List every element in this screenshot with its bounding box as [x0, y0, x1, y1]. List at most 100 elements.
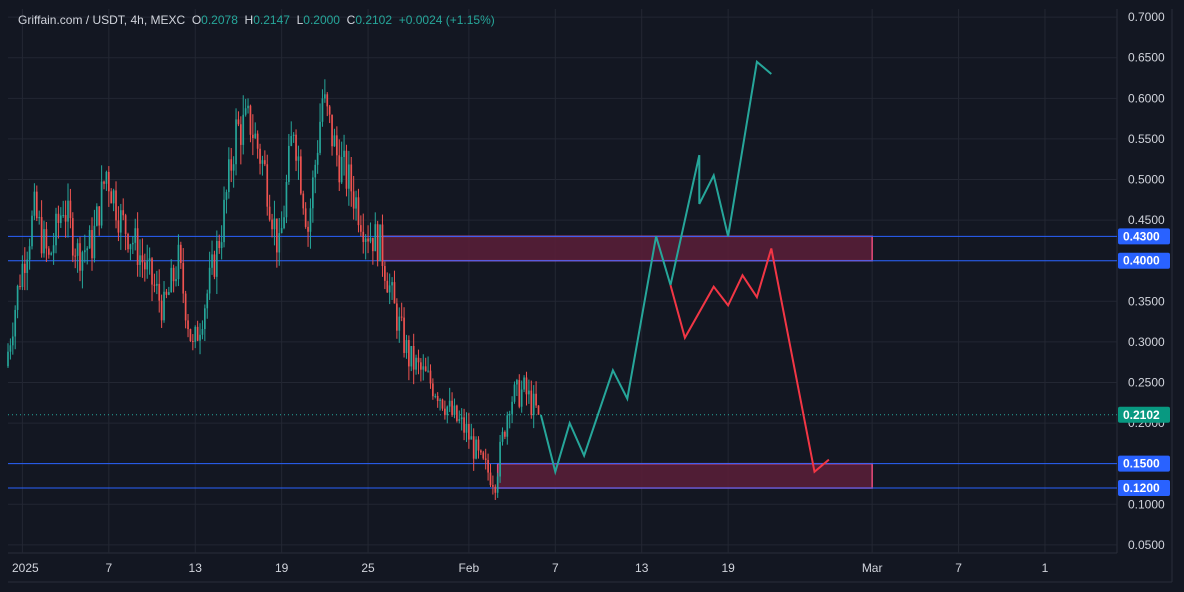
y-tick-label: 0.5500	[1128, 132, 1165, 146]
candle-body	[518, 380, 521, 407]
candle-body	[422, 366, 425, 370]
candle-body	[259, 148, 261, 164]
candle-body	[67, 200, 69, 222]
candle-body	[232, 164, 235, 171]
level-price-tag-bg	[1118, 228, 1170, 245]
candle-body	[249, 105, 252, 135]
candle-body	[79, 243, 81, 271]
candle-body	[95, 206, 98, 226]
candle-body	[160, 300, 163, 321]
candle-body	[57, 213, 60, 223]
candle-body	[499, 441, 501, 477]
candle-body	[525, 377, 528, 395]
candle-body	[129, 244, 132, 250]
candle-body	[240, 124, 242, 145]
y-tick-label: 0.6500	[1128, 51, 1165, 65]
candle-body	[98, 206, 101, 226]
low-value: 0.2000	[303, 13, 340, 27]
candle-body	[494, 486, 497, 493]
candle-body	[74, 255, 77, 257]
candle-body	[290, 135, 293, 146]
x-tick-label: Mar	[862, 561, 883, 575]
candle-body	[208, 267, 211, 294]
candle-body	[360, 225, 362, 232]
candle-body	[453, 405, 456, 415]
candle-body	[105, 171, 108, 184]
candle-body	[141, 255, 144, 263]
candle-body	[280, 228, 283, 234]
x-tick-label: 25	[361, 561, 375, 575]
candle-body	[324, 94, 326, 99]
candle-body	[59, 215, 62, 223]
symbol-label[interactable]: Griffain.com / USDT, 4h, MEXC	[18, 13, 186, 27]
candle-body	[374, 224, 377, 252]
candle-body	[412, 346, 415, 370]
candle-body	[127, 233, 129, 250]
candle-body	[501, 431, 504, 442]
candle-body	[528, 390, 530, 395]
candle-body	[381, 224, 384, 267]
candle-body	[362, 231, 365, 242]
last-price-tag: 0.2102	[1123, 408, 1160, 422]
candle-body	[91, 230, 93, 259]
candle-body	[76, 243, 79, 256]
candle-body	[23, 263, 26, 273]
candle-body	[326, 94, 329, 107]
candle-body	[223, 199, 225, 243]
candle-body	[328, 106, 331, 115]
projection-bear-path	[669, 248, 830, 474]
candle-body	[489, 472, 492, 486]
candle-body	[441, 399, 444, 409]
candle-body	[302, 193, 305, 209]
candle-body	[468, 423, 470, 440]
candle-body	[278, 233, 281, 253]
candle-body	[50, 253, 53, 255]
candle-body	[124, 215, 127, 234]
candle-body	[504, 431, 506, 437]
candle-body	[333, 135, 336, 147]
candle-body	[530, 390, 533, 415]
candle-body	[398, 316, 401, 331]
candle-body	[410, 346, 413, 367]
y-tick-label: 0.7000	[1128, 10, 1165, 24]
level-price-tag: 0.4300	[1123, 229, 1160, 243]
candle-body	[465, 423, 468, 433]
candle-body	[482, 452, 485, 459]
candle-body	[122, 210, 125, 216]
candle-body	[38, 217, 41, 219]
candle-body	[43, 229, 45, 254]
candle-body	[244, 108, 247, 115]
candle-body	[415, 357, 417, 370]
candle-body	[117, 220, 120, 233]
high-value: 0.2147	[253, 13, 290, 27]
candle-body	[175, 279, 177, 282]
candle-body	[261, 160, 264, 164]
candle-body	[9, 345, 12, 352]
candle-body	[424, 366, 427, 372]
candle-body	[254, 133, 257, 138]
candle-body	[309, 208, 312, 232]
candle-body	[400, 316, 403, 318]
candle-body	[427, 370, 429, 372]
candle-body	[405, 340, 408, 353]
candle-body	[537, 405, 540, 415]
y-tick-label: 0.1000	[1128, 497, 1165, 511]
candle-body	[225, 192, 228, 200]
candle-body	[148, 258, 151, 261]
candle-body	[408, 340, 410, 367]
candle-body	[191, 340, 194, 342]
candle-body	[508, 413, 511, 416]
y-tick-label: 0.2500	[1128, 375, 1165, 389]
change-value: +0.0024 (+1.15%)	[398, 13, 495, 27]
candle-body	[230, 159, 233, 171]
candle-body	[451, 400, 453, 415]
candle-body	[158, 283, 161, 301]
candle-body	[429, 370, 432, 384]
candle-body	[45, 229, 48, 249]
candle-body	[206, 293, 209, 309]
x-tick-label: 13	[189, 561, 203, 575]
candle-body	[31, 215, 33, 247]
candle-body	[69, 200, 72, 219]
